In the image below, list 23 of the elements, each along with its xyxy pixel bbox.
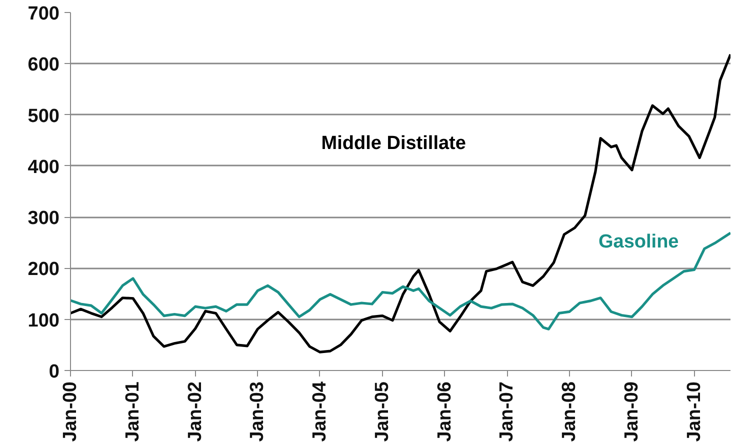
y-tick-label: 600 <box>28 54 60 76</box>
series-label: Gasoline <box>598 231 679 252</box>
x-tick-label: Jan-01 <box>122 381 144 442</box>
line-series <box>70 53 730 354</box>
x-tick-label: Jan-05 <box>372 381 393 442</box>
y-tick-label: 100 <box>28 310 60 332</box>
y-tick-label: 200 <box>28 259 60 280</box>
x-tick-label: Jan-02 <box>184 382 206 442</box>
x-tick-label: Jan-00 <box>60 382 81 442</box>
y-tick-label: 500 <box>28 106 60 127</box>
y-tick-label: 700 <box>28 4 60 24</box>
line-series <box>70 232 730 330</box>
x-tick-label: Jan-06 <box>434 381 456 442</box>
y-tick-label: 300 <box>28 208 60 230</box>
y-tick-label: 400 <box>28 156 60 178</box>
x-tick-label: Jan-03 <box>247 381 268 442</box>
x-tick-label: Jan-10 <box>684 381 705 442</box>
text: Middle Distillate <box>321 132 466 154</box>
x-tick-label: Jan-04 <box>309 381 330 442</box>
y-tick-label: 0 <box>48 362 60 382</box>
x-tick-label: Jan-08 <box>558 382 580 442</box>
x-tick-label: Jan-07 <box>496 382 518 442</box>
x-tick-label: Jan-09 <box>621 382 642 442</box>
